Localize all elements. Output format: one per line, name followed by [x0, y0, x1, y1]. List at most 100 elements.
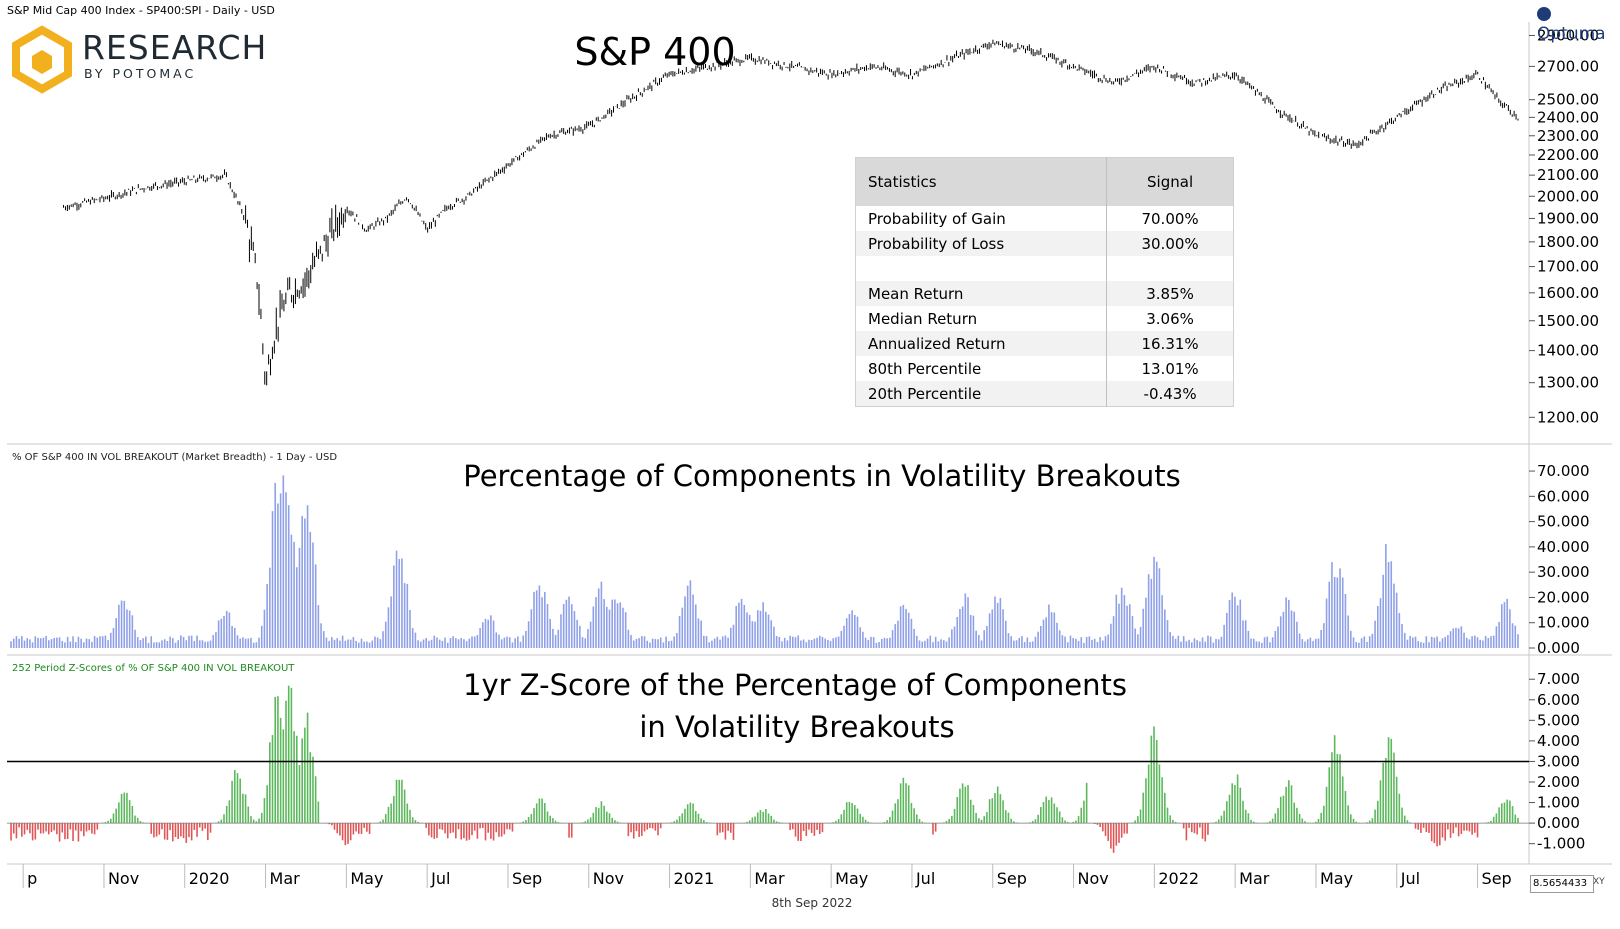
zscore-y-tick-label: 4.000 [1537, 732, 1580, 750]
price-y-tick-label: 1200.00 [1537, 408, 1599, 426]
breadth-y-tick-label: 20.000 [1537, 588, 1590, 606]
stat-value [1106, 256, 1234, 281]
price-y-tick-label: 2100.00 [1537, 166, 1599, 184]
stat-label: 80th Percentile [868, 359, 982, 378]
optuma-icon [1537, 7, 1551, 21]
zscore-y-tick-label: 6.000 [1537, 691, 1580, 709]
zscore-caption: 252 Period Z-Scores of % OF S&P 400 IN V… [12, 663, 295, 674]
price-y-tick-label: 2500.00 [1537, 91, 1599, 109]
axes: 2900.00 2700.00 2500.002400.002300.002200.… [22, 26, 1599, 888]
stat-value: 16.31% [1106, 331, 1234, 356]
breadth-y-tick-label: 70.000 [1537, 462, 1590, 480]
x-tick-label: 2021 [674, 869, 715, 888]
logo-subtitle: BY POTOMAC [84, 66, 197, 81]
x-tick-label: p [27, 869, 37, 888]
stat-label: 20th Percentile [855, 381, 1107, 407]
x-tick-label: Jul [1400, 869, 1420, 888]
stat-label: Probability of Gain [868, 209, 1006, 228]
statistics-table: Statistics Signal Probability of Gain 70.… [855, 157, 1234, 407]
table-row: Probability of Loss 30.00% [855, 231, 1234, 256]
table-row: Median Return 3.06% [856, 306, 1234, 331]
x-tick-label: Mar [754, 869, 785, 888]
zscore-y-tick-label: 5.000 [1537, 711, 1580, 729]
zscore-y-tick-label: 3.000 [1537, 752, 1580, 770]
breadth-chart-title: Percentage of Components in Volatility B… [463, 459, 1180, 493]
x-tick-label: May [835, 869, 868, 888]
table-row: 20th Percentile -0.43% [855, 381, 1234, 407]
x-tick-label: Jul [915, 869, 935, 888]
potomac-logo [12, 25, 72, 94]
stat-label: Mean Return [855, 281, 1107, 306]
table-row: 80th Percentile 13.01% [856, 356, 1234, 381]
x-tick-label: Jul [430, 869, 450, 888]
stat-value: -0.43% [1106, 381, 1234, 407]
breadth-y-tick-label: 60.000 [1537, 487, 1590, 505]
zscore-y-tick-label: 7.000 [1537, 670, 1580, 688]
x-tick-label: Nov [593, 869, 624, 888]
stat-label: Annualized Return [855, 331, 1107, 356]
price-y-tick-label: 2400.00 [1537, 108, 1599, 126]
price-y-tick-label: 2200.00 [1537, 146, 1599, 164]
zscore-chart-title-line1: 1yr Z-Score of the Percentage of Compone… [463, 668, 1127, 702]
breadth-y-tick-label: 0.000 [1537, 639, 1580, 657]
instrument-caption: S&P Mid Cap 400 Index - SP400:SPI - Dail… [7, 4, 275, 17]
stats-header-signal: Signal [1106, 157, 1234, 206]
table-row: Mean Return 3.85% [855, 281, 1234, 306]
stat-value: 13.01% [1106, 356, 1234, 381]
price-y-tick-label: 1600.00 [1537, 284, 1599, 302]
zscore-y-tick-label: 1.000 [1537, 794, 1580, 812]
zscore-chart-title-line2: in Volatility Breakouts [639, 710, 954, 744]
x-tick-label: May [350, 869, 383, 888]
breadth-y-tick-label: 30.000 [1537, 563, 1590, 581]
price-y-tick-label: 1700.00 [1537, 258, 1599, 276]
price-y-tick-label: 2300.00 [1537, 127, 1599, 145]
price-y-tick-label: 1800.00 [1537, 233, 1599, 251]
table-row [856, 256, 1234, 281]
x-tick-label: May [1320, 869, 1353, 888]
x-tick-label: Mar [270, 869, 301, 888]
zscore-series [7, 685, 1529, 853]
x-tick-label: Sep [997, 869, 1027, 888]
price-y-tick-label: 1300.00 [1537, 374, 1599, 392]
price-y-tick-label: 1900.00 [1537, 209, 1599, 227]
price-chart-title: S&P 400 [574, 30, 735, 74]
vendor-name: Optuma [1537, 24, 1606, 44]
stat-value: 30.00% [1106, 231, 1234, 256]
breadth-y-tick-label: 10.000 [1537, 614, 1590, 632]
breadth-y-tick-label: 40.000 [1537, 538, 1590, 556]
stats-header-label: Statistics [855, 157, 1107, 206]
logo-wordmark: RESEARCH [82, 28, 268, 67]
vendor-logo: Optuma [1537, 4, 1620, 44]
price-y-tick-label: 2700.00 [1537, 57, 1599, 75]
price-y-tick-label: 1400.00 [1537, 342, 1599, 360]
price-y-tick-label: 2900.00 [1537, 26, 1599, 44]
stat-label [856, 256, 1107, 281]
cursor-value-box[interactable]: 8.5654433 [1530, 875, 1594, 893]
price-y-tick-label: 1500.00 [1537, 312, 1599, 330]
zscore-y-tick-label: 0.000 [1537, 814, 1580, 832]
xy-mode-toggle[interactable]: XY [1593, 877, 1605, 887]
stat-label: Median Return [868, 309, 978, 328]
x-tick-label: 2022 [1158, 869, 1199, 888]
x-tick-label: Nov [108, 869, 139, 888]
breadth-caption: % OF S&P 400 IN VOL BREAKOUT (Market Bre… [12, 452, 337, 463]
breadth-y-tick-label: 50.000 [1537, 513, 1590, 531]
x-tick-label: Sep [512, 869, 542, 888]
zscore-y-tick-label: 2.000 [1537, 773, 1580, 791]
stat-label: Probability of Loss [855, 231, 1107, 256]
stat-value: 3.06% [1106, 306, 1234, 331]
footer-date: 8th Sep 2022 [772, 896, 853, 910]
price-y-tick-label: 2000.00 [1537, 187, 1599, 205]
x-tick-label: 2020 [189, 869, 230, 888]
table-row: Annualized Return 16.31% [855, 331, 1234, 356]
stat-value: 70.00% [1106, 206, 1234, 231]
x-tick-label: Sep [1482, 869, 1512, 888]
zscore-y-tick-label: -1.000 [1537, 835, 1585, 853]
price-series [63, 39, 1519, 386]
x-tick-label: Mar [1239, 869, 1270, 888]
breadth-series [10, 475, 1519, 648]
stat-value: 3.85% [1106, 281, 1234, 306]
table-row: Probability of Gain 70.00% [856, 206, 1234, 231]
